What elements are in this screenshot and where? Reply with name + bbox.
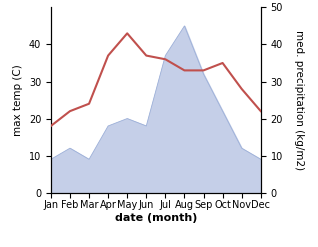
X-axis label: date (month): date (month) [114, 213, 197, 223]
Y-axis label: med. precipitation (kg/m2): med. precipitation (kg/m2) [294, 30, 304, 170]
Y-axis label: max temp (C): max temp (C) [13, 64, 23, 136]
